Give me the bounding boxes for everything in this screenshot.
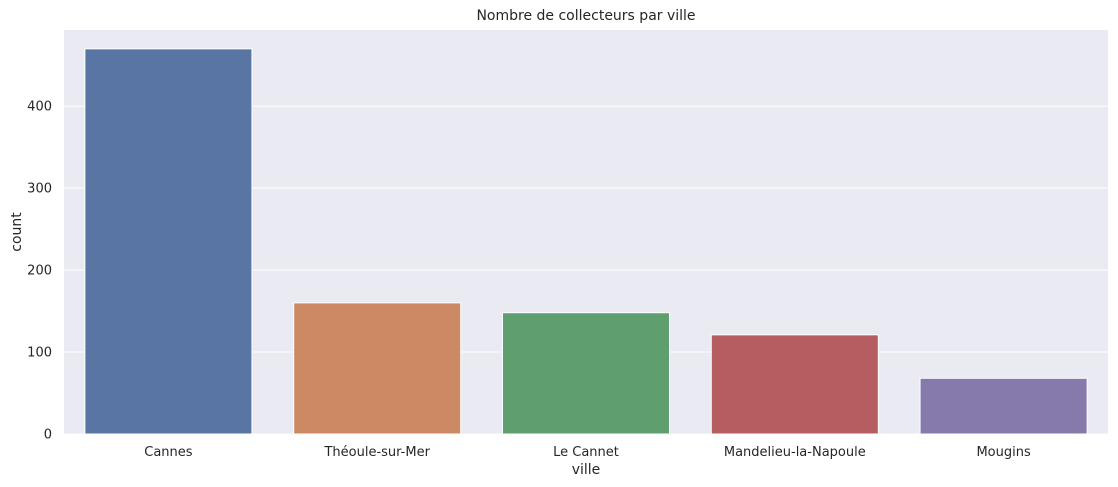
bar (919, 377, 1088, 435)
y-axis-ticks: 0 100 200 300 400 (27, 100, 52, 443)
y-tick-label: 0 (44, 428, 52, 443)
x-tick-label: Théoule-sur-Mer (323, 445, 430, 460)
chart-title: Nombre de collecteurs par ville (476, 8, 695, 24)
bars (84, 48, 1088, 435)
x-tick-label: Mandelieu-la-Napoule (724, 445, 866, 460)
x-tick-label: Cannes (144, 445, 193, 460)
y-axis-label: count (9, 212, 25, 252)
bar (501, 312, 671, 435)
y-tick-label: 100 (27, 346, 52, 361)
y-tick-label: 400 (27, 100, 52, 115)
x-tick-label: Mougins (976, 445, 1031, 460)
y-tick-label: 200 (27, 264, 52, 279)
y-tick-label: 300 (27, 182, 52, 197)
x-tick-label: Le Cannet (553, 445, 619, 460)
bar (84, 48, 253, 435)
x-axis-label: ville (572, 462, 601, 478)
bar (710, 334, 879, 435)
x-axis-ticks: Cannes Théoule-sur-Mer Le Cannet Mandelieu-… (144, 445, 1031, 460)
bar (293, 302, 462, 435)
